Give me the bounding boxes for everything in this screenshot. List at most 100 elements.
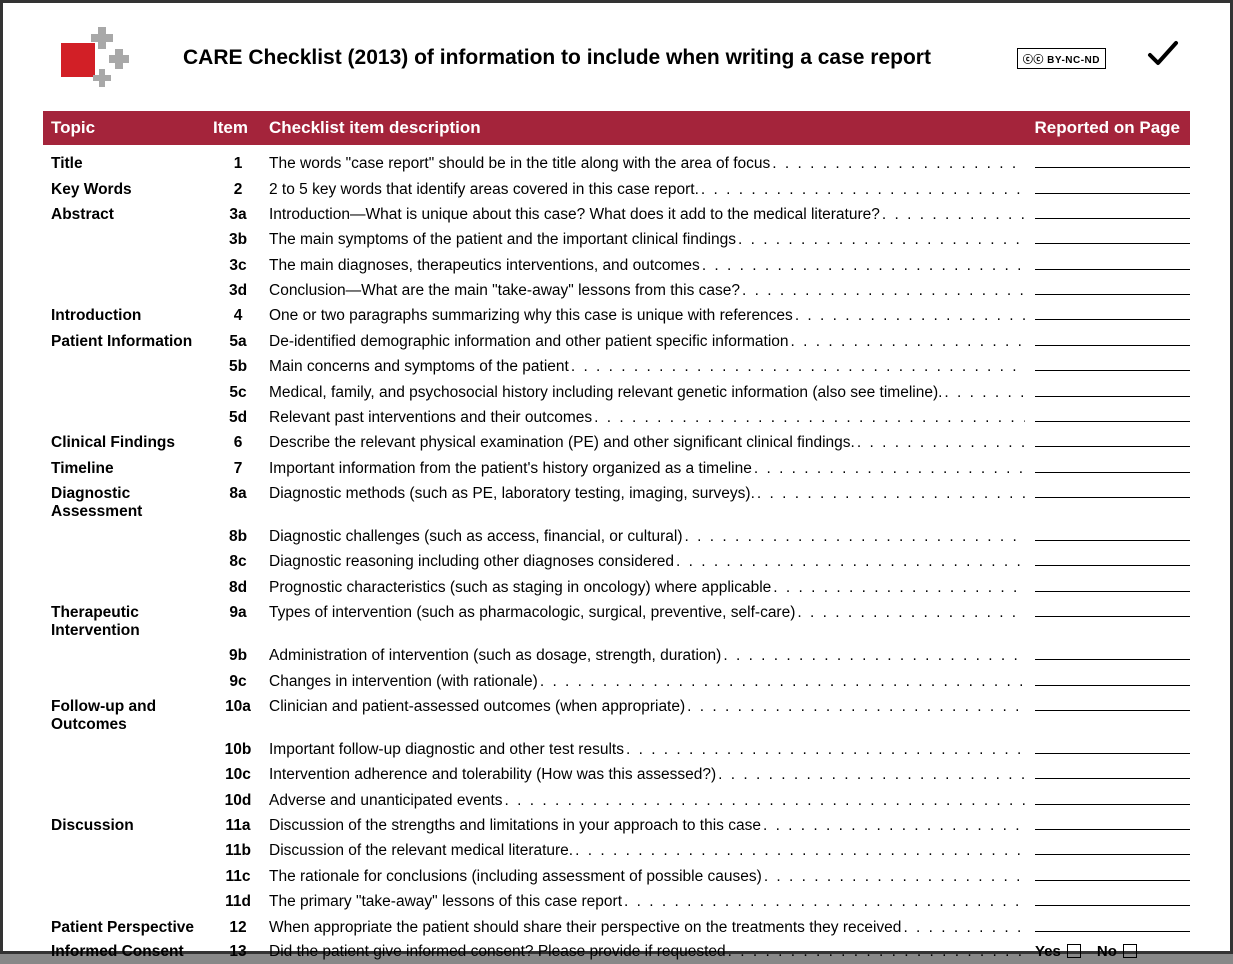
row-desc-wrap: The primary "take-away" lessons of this … xyxy=(263,893,1025,911)
row-desc-wrap: De-identified demographic information an… xyxy=(263,333,1025,351)
reported-on-page-field[interactable] xyxy=(1035,180,1190,194)
row-item: 8c xyxy=(213,553,263,571)
table-row: Abstract3aIntroduction—What is unique ab… xyxy=(43,202,1190,227)
row-item: 10c xyxy=(213,766,263,784)
row-desc-wrap: Adverse and unanticipated events . . . .… xyxy=(263,792,1025,810)
reported-on-page-field[interactable] xyxy=(1035,459,1190,473)
th-item: Item xyxy=(213,118,263,138)
row-desc-wrap: Changes in intervention (with rationale)… xyxy=(263,673,1025,691)
row-item: 9c xyxy=(213,673,263,691)
reported-on-page-field[interactable] xyxy=(1035,527,1190,541)
reported-on-page-field[interactable] xyxy=(1035,552,1190,566)
leader-dots: . . . . . . . . . . . . . . . . . . . . … xyxy=(770,155,1025,173)
leader-dots: . . . . . . . . . . . . . . . . . . . . … xyxy=(736,231,1025,249)
leader-dots: . . . . . . . . . . . . . . . . . . . . … xyxy=(726,943,1025,961)
table-row: Key Words22 to 5 key words that identify… xyxy=(43,176,1190,201)
leader-dots: . . . . . . . . . . . . . . . . . . . . … xyxy=(855,434,1025,452)
row-item: 11a xyxy=(213,817,263,835)
row-desc: Main concerns and symptoms of the patien… xyxy=(269,358,569,376)
table-row: Clinical Findings6Describe the relevant … xyxy=(43,430,1190,455)
table-row: Diagnostic Assessment8aDiagnostic method… xyxy=(43,481,1190,524)
leader-dots: . . . . . . . . . . . . . . . . . . . . … xyxy=(716,766,1025,784)
row-topic: Abstract xyxy=(43,206,213,224)
reported-on-page-field[interactable] xyxy=(1035,791,1190,805)
reported-on-page-field[interactable] xyxy=(1035,383,1190,397)
row-topic: Diagnostic Assessment xyxy=(43,485,213,521)
table-row: Informed Consent13Did the patient give i… xyxy=(43,940,1190,964)
reported-on-page-field[interactable] xyxy=(1035,816,1190,830)
reported-on-page-field[interactable] xyxy=(1035,867,1190,881)
reported-on-page-field[interactable] xyxy=(1035,230,1190,244)
reported-on-page-field[interactable] xyxy=(1035,918,1190,932)
row-topic: Title xyxy=(43,155,213,173)
table-row: Timeline7Important information from the … xyxy=(43,456,1190,481)
reported-on-page-field[interactable] xyxy=(1035,603,1190,617)
reported-on-page-field[interactable] xyxy=(1035,892,1190,906)
row-desc-wrap: Clinician and patient-assessed outcomes … xyxy=(263,698,1025,716)
checkmark-icon xyxy=(1146,39,1180,78)
row-item: 5d xyxy=(213,409,263,427)
row-desc: The primary "take-away" lessons of this … xyxy=(269,893,622,911)
leader-dots: . . . . . . . . . . . . . . . . . . . . … xyxy=(752,460,1025,478)
table-row: Discussion11a Discussion of the strengths… xyxy=(43,813,1190,838)
table-row: 11dThe primary "take-away" lessons of th… xyxy=(43,889,1190,914)
row-item: 11c xyxy=(213,868,263,886)
reported-on-page-field[interactable] xyxy=(1035,281,1190,295)
row-topic: Discussion xyxy=(43,817,213,835)
row-desc-wrap: Important information from the patient's… xyxy=(263,460,1025,478)
table-row: 11bDiscussion of the relevant medical li… xyxy=(43,838,1190,863)
leader-dots: . . . . . . . . . . . . . . . . . . . . … xyxy=(622,893,1025,911)
reported-on-page-field[interactable] xyxy=(1035,256,1190,270)
reported-on-page-field[interactable] xyxy=(1035,740,1190,754)
reported-on-page-field[interactable] xyxy=(1035,306,1190,320)
row-desc: When appropriate the patient should shar… xyxy=(269,919,901,937)
yes-checkbox[interactable] xyxy=(1067,944,1081,958)
row-desc: Discussion of the strengths and limitati… xyxy=(269,817,761,835)
table-row: 10bImportant follow-up diagnostic and ot… xyxy=(43,737,1190,762)
table-row: Therapeutic Intervention9aTypes of inter… xyxy=(43,600,1190,643)
table-row: 9cChanges in intervention (with rational… xyxy=(43,668,1190,693)
leader-dots: . . . . . . . . . . . . . . . . . . . . … xyxy=(771,579,1025,597)
table-row: 10cIntervention adherence and tolerabili… xyxy=(43,762,1190,787)
reported-on-page-field[interactable] xyxy=(1035,697,1190,711)
no-checkbox[interactable] xyxy=(1123,944,1137,958)
row-desc-wrap: Main concerns and symptoms of the patien… xyxy=(263,358,1025,376)
reported-on-page-field[interactable] xyxy=(1035,672,1190,686)
table-row: 5bMain concerns and symptoms of the pati… xyxy=(43,354,1190,379)
table-row: Title1The words "case report" should be … xyxy=(43,151,1190,176)
reported-on-page-field[interactable] xyxy=(1035,646,1190,660)
leader-dots: . . . . . . . . . . . . . . . . . . . . … xyxy=(538,673,1025,691)
reported-on-page-field[interactable] xyxy=(1035,154,1190,168)
page-title: CARE Checklist (2013) of information to … xyxy=(183,46,1017,70)
table-row: 5cMedical, family, and psychosocial hist… xyxy=(43,379,1190,404)
row-item: 10b xyxy=(213,741,263,759)
reported-on-page-field[interactable] xyxy=(1035,332,1190,346)
reported-on-page-field[interactable] xyxy=(1035,841,1190,855)
reported-on-page-field[interactable] xyxy=(1035,433,1190,447)
reported-on-page-field[interactable] xyxy=(1035,765,1190,779)
table-row: Patient Information5aDe-identified demog… xyxy=(43,329,1190,354)
row-desc: 2 to 5 key words that identify areas cov… xyxy=(269,181,699,199)
row-desc-wrap: Types of intervention (such as pharmacol… xyxy=(263,604,1025,622)
leader-dots: . . . . . . . . . . . . . . . . . . . . … xyxy=(685,698,1025,716)
row-item: 1 xyxy=(213,155,263,173)
reported-on-page-field[interactable] xyxy=(1035,205,1190,219)
leader-dots: . . . . . . . . . . . . . . . . . . . . … xyxy=(721,647,1025,665)
row-desc-wrap: The rationale for conclusions (including… xyxy=(263,868,1025,886)
table-row: 10dAdverse and unanticipated events . . … xyxy=(43,788,1190,813)
reported-on-page-field[interactable] xyxy=(1035,357,1190,371)
reported-on-page-field[interactable] xyxy=(1035,408,1190,422)
table-row: Follow-up and Outcomes10aClinician and p… xyxy=(43,694,1190,737)
reported-on-page-field[interactable] xyxy=(1035,578,1190,592)
row-desc: Medical, family, and psychosocial histor… xyxy=(269,384,942,402)
row-desc-wrap: Prognostic characteristics (such as stag… xyxy=(263,579,1025,597)
row-desc: One or two paragraphs summarizing why th… xyxy=(269,307,793,325)
table-row: 3bThe main symptoms of the patient and t… xyxy=(43,227,1190,252)
row-desc-wrap: Describe the relevant physical examinati… xyxy=(263,434,1025,452)
reported-on-page-field[interactable] xyxy=(1035,484,1190,498)
row-item: 7 xyxy=(213,460,263,478)
table-row: 5d Relevant past interventions and their … xyxy=(43,405,1190,430)
row-item: 3a xyxy=(213,206,263,224)
row-desc: Relevant past interventions and their ou… xyxy=(269,409,592,427)
no-label: No xyxy=(1097,943,1117,960)
